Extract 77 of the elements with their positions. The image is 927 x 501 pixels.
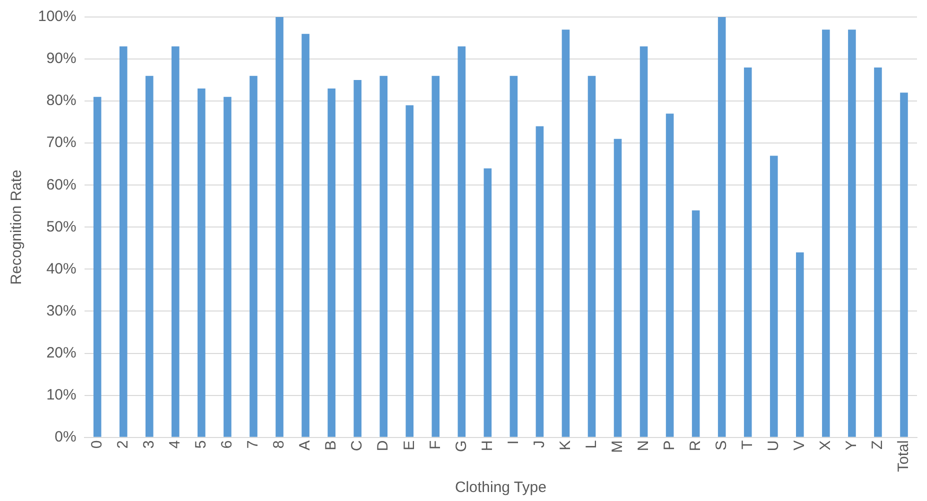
x-tick-label: M (608, 440, 626, 453)
y-tick-label: 100% (38, 8, 76, 26)
x-tick-label: B (322, 440, 340, 450)
x-tick-label: X (817, 440, 834, 450)
bar (848, 30, 856, 437)
x-tick-label: R (686, 440, 704, 452)
x-tick-label: I (504, 440, 522, 444)
y-axis-title: Recognition Rate (8, 170, 26, 285)
y-tick-label: 30% (46, 302, 76, 320)
x-tick-label: N (634, 440, 652, 452)
bar (562, 30, 570, 437)
y-tick-label: 90% (46, 50, 76, 68)
y-tick-label: 50% (46, 218, 76, 236)
bar (666, 114, 674, 437)
x-tick-label: 2 (114, 440, 132, 449)
x-tick-label: F (426, 440, 444, 450)
bar (692, 210, 700, 437)
bar (224, 96, 232, 437)
bar (822, 30, 830, 437)
x-tick-label: V (791, 440, 808, 450)
bar (276, 17, 284, 437)
bar (484, 168, 492, 437)
bar (146, 76, 154, 437)
x-tick-label: 0 (88, 440, 106, 449)
bar (432, 76, 440, 437)
bar (198, 88, 206, 437)
y-tick-label: 60% (46, 176, 76, 194)
bar (588, 76, 596, 437)
bar (406, 105, 414, 437)
y-tick-label: 10% (46, 386, 76, 404)
x-tick-label: S (712, 440, 730, 450)
bar (510, 76, 518, 437)
bar (302, 34, 310, 437)
y-tick-label: 0% (54, 428, 76, 446)
bar (796, 252, 804, 437)
x-tick-label: 4 (166, 440, 184, 449)
x-tick-label: 6 (218, 440, 236, 449)
bar (250, 76, 258, 437)
x-tick-label: K (556, 440, 574, 450)
x-tick-label: Y (843, 440, 860, 450)
bar (458, 46, 466, 437)
y-tick-label: 20% (46, 344, 76, 362)
x-tick-label: C (348, 440, 366, 452)
x-tick-label: 5 (192, 440, 210, 449)
x-tick-label: 3 (140, 440, 158, 449)
bar (900, 92, 908, 437)
bar (640, 46, 648, 437)
bar (718, 17, 726, 437)
x-tick-label: J (530, 440, 548, 448)
x-tick-label: Z (869, 440, 886, 450)
bar (354, 80, 362, 437)
y-tick-label: 40% (46, 260, 76, 278)
x-tick-label: P (660, 440, 678, 450)
x-tick-label: T (739, 440, 756, 450)
x-tick-label: A (296, 440, 314, 450)
bar (614, 138, 622, 437)
bar (172, 46, 180, 437)
x-tick-label: E (400, 440, 418, 450)
bar (744, 67, 752, 437)
x-tick-label: D (374, 440, 392, 452)
bar (119, 46, 128, 437)
x-tick-label: Total (895, 440, 912, 472)
bar (770, 156, 778, 437)
x-tick-label: 8 (270, 440, 288, 449)
x-tick-label: 7 (244, 440, 262, 449)
bar (380, 76, 388, 437)
x-tick-label: U (765, 440, 782, 452)
y-tick-label: 70% (46, 134, 76, 152)
x-axis-title: Clothing Type (454, 479, 546, 496)
x-tick-label: H (478, 440, 496, 452)
bar (874, 67, 882, 437)
bar (328, 88, 336, 437)
bar (93, 96, 102, 437)
bar (536, 126, 544, 437)
x-tick-label: G (452, 440, 470, 452)
x-tick-label: L (582, 440, 600, 449)
y-tick-label: 80% (46, 92, 76, 110)
